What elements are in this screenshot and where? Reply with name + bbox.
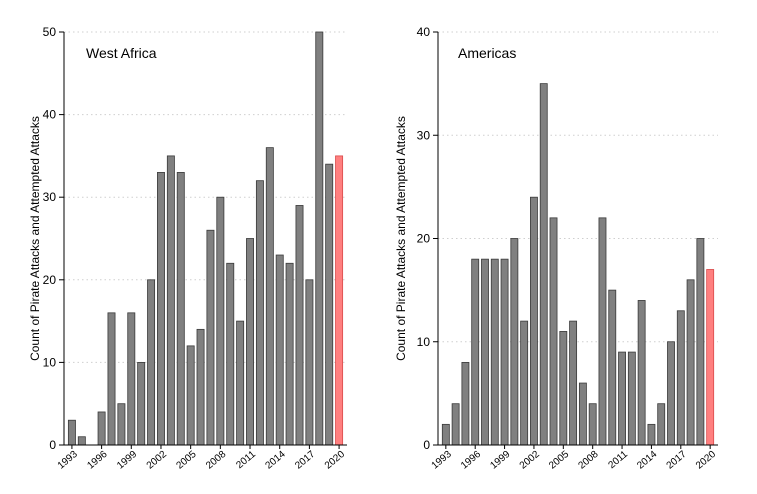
- y-tick-label: 40: [417, 25, 431, 39]
- x-tick-label: 2011: [234, 449, 258, 472]
- x-tick-label: 2008: [576, 449, 600, 472]
- x-tick-label: 1996: [85, 449, 109, 472]
- bar-1994: [451, 403, 460, 446]
- chart-title: West Africa: [86, 45, 157, 61]
- x-tick-label: 1993: [56, 449, 80, 472]
- bar-1998: [490, 258, 499, 446]
- bar-1997: [481, 258, 489, 446]
- bar-2011: [246, 238, 254, 446]
- bar-2017: [676, 310, 685, 446]
- chart-west-africa: 0 10 20 30 40 50 1993 1996 1999 2002 2005 2008 2011 2…: [28, 25, 347, 472]
- bar-2013: [637, 300, 646, 446]
- bar-2010: [608, 289, 617, 446]
- bar-2018: [315, 31, 324, 446]
- bar-1993: [441, 423, 450, 446]
- bar-2003: [539, 83, 548, 446]
- x-tick-label: 1999: [115, 449, 139, 472]
- bar-2008: [216, 196, 225, 446]
- x-tick-label: 2005: [174, 449, 198, 472]
- bar-2004: [549, 217, 558, 446]
- y-tick-label: 10: [43, 355, 57, 369]
- bar-1998: [117, 403, 126, 446]
- bar-2005: [186, 345, 195, 446]
- x-tick-label: 2002: [518, 449, 542, 472]
- bar-1994: [77, 436, 86, 446]
- y-tick-label: 0: [49, 438, 56, 452]
- x-tick-label: 2011: [606, 449, 630, 472]
- x-tick-label: 2002: [145, 449, 169, 472]
- y-tick-label: 30: [43, 190, 57, 204]
- bar-2019: [696, 238, 705, 446]
- y-axis-label: Count of Pirate Attacks and Attempted At…: [28, 116, 42, 361]
- bar-1997: [107, 312, 116, 446]
- x-tick-label: 2020: [323, 449, 347, 472]
- y-axis-label: Count of Pirate Attacks and Attempted At…: [394, 116, 408, 361]
- bar-2016: [295, 205, 304, 446]
- bar-2014: [647, 423, 656, 446]
- y-tick-label: 20: [43, 273, 57, 287]
- bar-2014: [275, 254, 284, 446]
- x-tick-label: 2005: [547, 449, 571, 472]
- bar-1999: [500, 258, 509, 446]
- y-tick-label: 0: [423, 438, 430, 452]
- bar-1996: [471, 258, 480, 446]
- bar-1996: [97, 411, 106, 446]
- bar-2003: [166, 155, 175, 446]
- bar-2016: [667, 341, 675, 446]
- bar-2012: [255, 180, 264, 446]
- bar-2013: [265, 147, 274, 446]
- bar-2002: [530, 196, 538, 446]
- bar-1993: [67, 419, 76, 446]
- y-tick-label: 20: [417, 232, 431, 246]
- x-tick-label: 1999: [488, 449, 512, 472]
- bar-2010: [236, 320, 245, 446]
- bar-2006: [196, 328, 205, 446]
- bar-2011: [618, 351, 626, 446]
- bar-2004: [176, 172, 185, 446]
- bar-2002: [157, 172, 165, 446]
- bar-2001: [147, 279, 156, 446]
- bar-2015: [285, 262, 294, 446]
- x-tick-label: 2014: [635, 449, 659, 472]
- bar-2009: [598, 217, 607, 446]
- y-tick-label: 40: [43, 108, 57, 122]
- y-tick-label: 50: [43, 25, 57, 39]
- bar-2012: [627, 351, 636, 446]
- x-tick-label: 2020: [694, 449, 718, 472]
- bar-2001: [520, 320, 529, 446]
- bar-2015: [657, 403, 666, 446]
- bar-2000: [137, 361, 146, 446]
- bar-2007: [578, 382, 587, 446]
- bar-1995: [461, 361, 470, 446]
- bar-2020: [335, 155, 344, 446]
- bar-2020: [706, 269, 715, 446]
- bar-2008: [588, 403, 597, 446]
- bar-2009: [226, 262, 235, 446]
- bar-2007: [206, 229, 215, 446]
- x-tick-label: 1993: [430, 449, 454, 472]
- bar-2006: [569, 320, 578, 446]
- x-tick-label: 2014: [264, 449, 288, 472]
- bar-2018: [686, 279, 695, 446]
- chart-title: Americas: [458, 45, 516, 61]
- x-tick-label: 1996: [459, 449, 483, 472]
- bar-2019: [325, 163, 334, 446]
- bar-2000: [510, 238, 519, 446]
- x-tick-label: 2017: [665, 449, 689, 472]
- x-tick-label: 2017: [293, 449, 317, 472]
- x-tick-label: 2008: [204, 449, 228, 472]
- bar-2017: [305, 279, 314, 446]
- y-tick-label: 30: [417, 128, 431, 142]
- y-tick-label: 10: [417, 335, 431, 349]
- bar-1999: [127, 312, 136, 446]
- bar-2005: [559, 331, 568, 446]
